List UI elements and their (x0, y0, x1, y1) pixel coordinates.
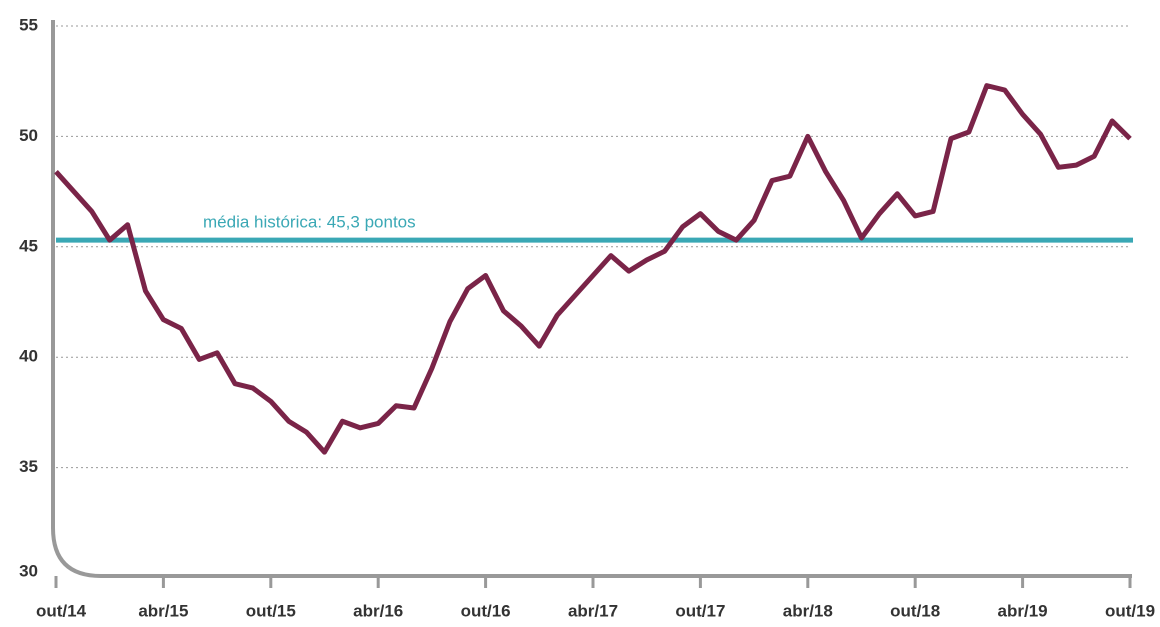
y-tick-label: 50 (19, 126, 38, 145)
x-tick-label: out/18 (890, 601, 940, 620)
x-tick-label: out/17 (675, 601, 725, 620)
x-tick-label: abr/19 (998, 601, 1048, 620)
x-tick-label: out/14 (36, 601, 87, 620)
line-series (54, 83, 1132, 455)
y-tick-label: 55 (19, 15, 38, 34)
x-tick-label: abr/18 (783, 601, 833, 620)
y-tick-label: 40 (19, 347, 38, 366)
x-tick-label: abr/16 (353, 601, 403, 620)
y-tick-label: 45 (19, 236, 38, 255)
x-tick-label: abr/15 (138, 601, 188, 620)
axis-line (51, 20, 1132, 578)
x-tick-label: out/15 (246, 601, 296, 620)
y-tick-label: 35 (19, 457, 38, 476)
x-tick-label: out/16 (461, 601, 511, 620)
reference-label: média histórica: 45,3 pontos (203, 213, 416, 232)
y-tick-label: 30 (19, 561, 38, 580)
x-tick-label: out/19 (1105, 601, 1155, 620)
x-tick-label: abr/17 (568, 601, 618, 620)
